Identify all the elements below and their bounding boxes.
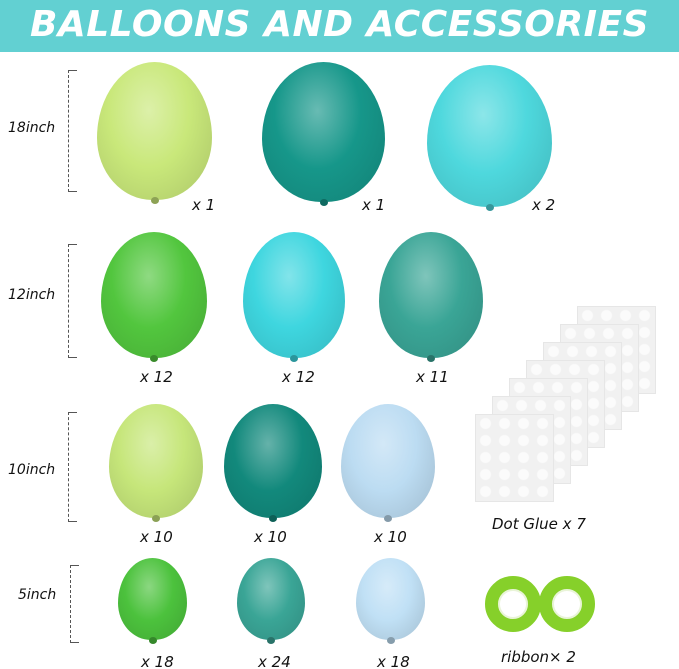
quantity-label: x 12 bbox=[140, 368, 173, 386]
balloon bbox=[356, 558, 425, 640]
quantity-label: x 1 bbox=[192, 196, 216, 214]
balloon bbox=[97, 62, 212, 200]
balloon-knot bbox=[150, 355, 158, 362]
dot-glue-label: Dot Glue x 7 bbox=[492, 515, 586, 533]
header-banner bbox=[0, 0, 679, 52]
balloon bbox=[118, 558, 187, 640]
balloon bbox=[109, 404, 203, 518]
size-label: 10inch bbox=[8, 462, 56, 478]
size-label: 18inch bbox=[8, 120, 56, 136]
balloon bbox=[262, 62, 385, 202]
page-title: BALLOONS AND ACCESSORIES bbox=[29, 4, 650, 45]
balloon-knot bbox=[319, 199, 328, 206]
quantity-label: x 10 bbox=[254, 528, 287, 546]
quantity-label: x 18 bbox=[377, 653, 410, 669]
ribbon-label: ribbon× 2 bbox=[501, 648, 576, 666]
size-bracket bbox=[68, 244, 77, 358]
ribbon-roll bbox=[485, 576, 541, 632]
size-label: 12inch bbox=[8, 287, 56, 303]
balloon-knot bbox=[485, 204, 494, 211]
size-bracket bbox=[68, 412, 77, 522]
balloon-knot bbox=[150, 197, 159, 204]
quantity-label: x 11 bbox=[416, 368, 449, 386]
balloon bbox=[379, 232, 483, 358]
size-bracket bbox=[68, 70, 77, 192]
balloon bbox=[101, 232, 207, 358]
size-bracket bbox=[70, 565, 79, 643]
size-label: 5inch bbox=[18, 587, 57, 603]
balloon-knot bbox=[427, 355, 435, 362]
ribbon-roll bbox=[539, 576, 595, 632]
quantity-label: x 10 bbox=[140, 528, 173, 546]
balloon bbox=[427, 65, 552, 207]
quantity-label: x 1 bbox=[362, 196, 386, 214]
balloon bbox=[224, 404, 322, 518]
balloon-knot bbox=[269, 515, 277, 522]
quantity-label: x 18 bbox=[141, 653, 174, 669]
balloon-knot bbox=[152, 515, 160, 522]
balloon-knot bbox=[267, 637, 275, 644]
balloon-knot bbox=[384, 515, 392, 522]
balloon bbox=[341, 404, 435, 518]
balloon-knot bbox=[290, 355, 298, 362]
balloon bbox=[237, 558, 305, 640]
quantity-label: x 2 bbox=[532, 196, 556, 214]
balloon bbox=[243, 232, 345, 358]
quantity-label: x 24 bbox=[258, 653, 291, 669]
balloon-knot bbox=[148, 637, 157, 644]
dot-glue-sheet bbox=[475, 414, 554, 502]
quantity-label: x 10 bbox=[374, 528, 407, 546]
balloon-knot bbox=[386, 637, 395, 644]
quantity-label: x 12 bbox=[282, 368, 315, 386]
